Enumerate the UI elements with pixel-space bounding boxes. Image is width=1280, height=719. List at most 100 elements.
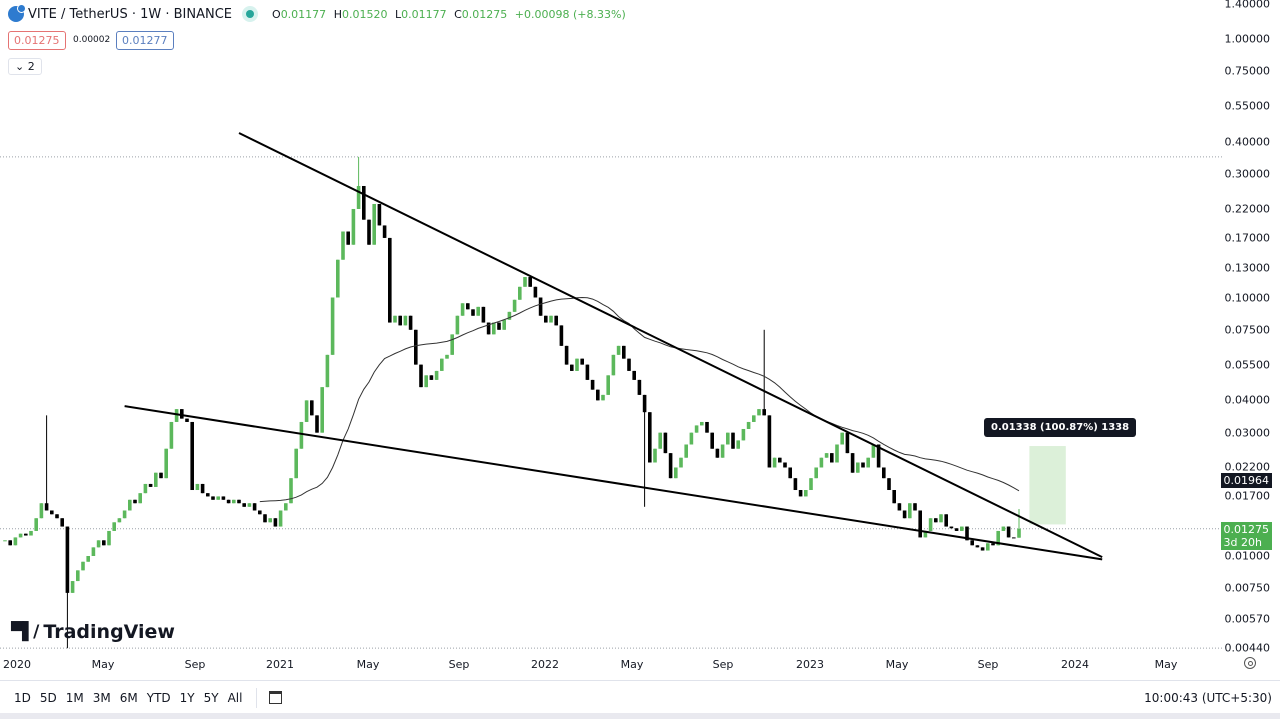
chart-settings-icon[interactable] — [1244, 657, 1256, 669]
calendar-goto-icon[interactable] — [269, 691, 283, 704]
clock[interactable]: 10:00:43 (UTC+5:30) — [1144, 690, 1272, 705]
time-tick-label: 2020 — [3, 658, 31, 671]
candle-up — [70, 581, 75, 593]
candle-up — [653, 448, 657, 463]
candle-down — [367, 219, 371, 245]
candle-up — [34, 518, 38, 531]
price-tick-label: 0.01000 — [1224, 549, 1271, 563]
time-tick-label: 2021 — [266, 658, 294, 671]
market-status-icon — [246, 10, 255, 18]
candle-down — [850, 453, 855, 473]
candle-down — [944, 514, 948, 527]
candle-up — [107, 530, 111, 546]
range-button-1d[interactable]: 1D — [14, 690, 31, 705]
tradingview-logo: ▀▌/TradingView — [11, 621, 175, 643]
candle-up — [720, 444, 725, 458]
candle-down — [710, 432, 714, 449]
time-tick-label: 2022 — [531, 658, 559, 671]
price-tick-label: 0.40000 — [1224, 135, 1271, 149]
candle-up — [616, 345, 621, 355]
candle-down — [882, 467, 886, 479]
candle-up — [726, 432, 730, 445]
candle-up — [1017, 528, 1021, 538]
status-strip — [0, 713, 1280, 719]
time-tick-label: 2023 — [796, 658, 824, 671]
candle-up — [164, 448, 168, 479]
candle-up — [689, 432, 694, 445]
candle-up — [871, 444, 876, 458]
candle-up — [122, 510, 127, 519]
candle-down — [252, 503, 257, 511]
candle-up — [512, 299, 517, 312]
candle-down — [50, 510, 54, 515]
candle-down — [585, 364, 590, 380]
candle-up — [76, 570, 80, 582]
range-button-5y[interactable]: 5Y — [203, 690, 219, 705]
candle-up — [700, 421, 704, 426]
range-button-all[interactable]: All — [227, 690, 243, 705]
candle-up — [96, 540, 101, 548]
candle-down — [237, 499, 241, 504]
indicators-toggle-button[interactable]: ⌄ 2 — [8, 58, 42, 75]
time-tick-label: May — [91, 658, 115, 671]
candle-up — [336, 259, 340, 298]
candle-up — [143, 483, 148, 494]
candle-down — [793, 478, 798, 491]
price-tick-label: 0.75000 — [1224, 64, 1271, 78]
time-tick-label: Sep — [448, 658, 470, 671]
candle-up — [986, 543, 990, 551]
candle-up — [117, 518, 122, 523]
candle-up — [606, 375, 610, 395]
range-button-1y[interactable]: 1Y — [179, 690, 195, 705]
range-button-5d[interactable]: 5D — [39, 690, 57, 705]
range-button-6m[interactable]: 6M — [119, 690, 138, 705]
range-button-3m[interactable]: 3M — [92, 690, 111, 705]
candle-up — [674, 467, 678, 479]
candle-down — [991, 543, 995, 546]
time-tick-label: Sep — [712, 658, 734, 671]
candle-up — [658, 432, 662, 449]
price-tick-label: 1.00000 — [1224, 32, 1271, 46]
time-tick-label: Sep — [184, 658, 206, 671]
candle-down — [731, 432, 735, 449]
candle-down — [918, 510, 922, 538]
candle-down — [663, 432, 668, 454]
time-tick-label: May — [356, 658, 380, 671]
price-tick-label: 0.55000 — [1224, 99, 1271, 113]
candle-down — [310, 400, 314, 416]
candle-up — [39, 503, 44, 519]
range-button-ytd[interactable]: YTD — [146, 690, 171, 705]
candle-up — [611, 354, 616, 376]
candle-up — [549, 315, 553, 323]
candle-up — [455, 315, 460, 335]
symbol-title[interactable]: VITE / TetherUS · 1W · BINANCE — [28, 6, 233, 22]
candle-down — [668, 453, 673, 479]
candle-up — [341, 231, 345, 260]
candle-down — [258, 510, 262, 515]
candle-down — [102, 540, 106, 546]
candle-up — [18, 533, 23, 538]
last-price-tag: 0.01275 3d 20h — [1220, 521, 1272, 550]
candle-down — [648, 412, 652, 463]
candle-up — [232, 499, 236, 504]
candle-up — [476, 306, 480, 316]
candle-up — [502, 319, 506, 330]
bottom-toolbar: 1D 5D 1M 3M 6M YTD 1Y 5Y All 10:00:43 (UTC+5:30) — [0, 680, 1280, 714]
candle-up — [840, 432, 844, 445]
candle-down — [632, 370, 636, 380]
candle-up — [86, 556, 90, 562]
candle-down — [486, 322, 491, 335]
tradingview-logo-icon: ▀▌/ — [11, 622, 39, 642]
candle-down — [564, 345, 569, 365]
sell-price-button[interactable]: 0.01275 — [8, 31, 66, 50]
candle-down — [949, 526, 954, 529]
range-button-1m[interactable]: 1M — [65, 690, 84, 705]
candle-down — [845, 432, 850, 454]
candle-up — [746, 421, 751, 429]
candle-down — [980, 547, 985, 551]
candle-down — [398, 315, 402, 326]
candle-up — [772, 457, 777, 468]
buy-price-button[interactable]: 0.01277 — [116, 31, 174, 50]
candle-up — [29, 530, 33, 536]
price-chart[interactable] — [0, 0, 1222, 655]
